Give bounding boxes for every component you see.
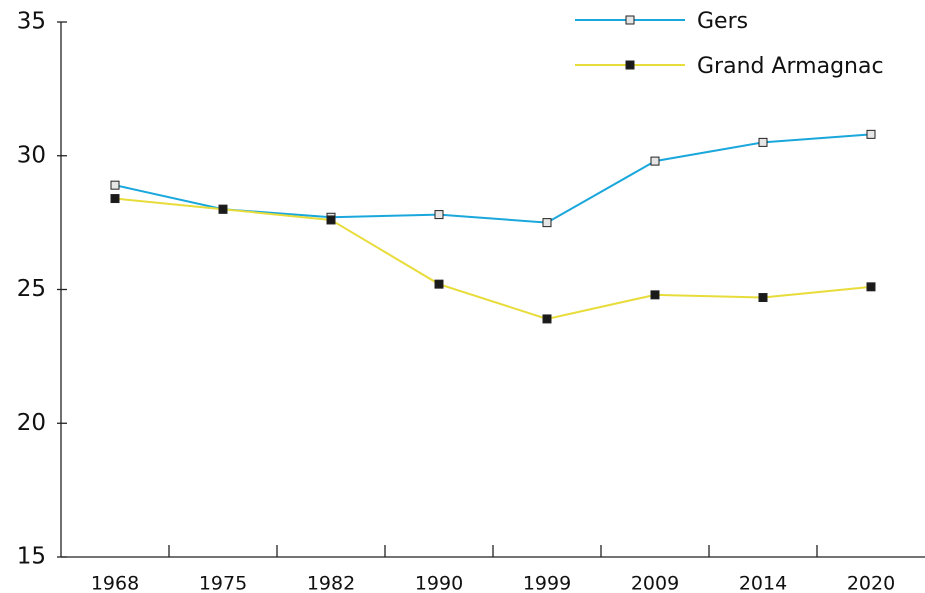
- point-marker: [650, 290, 660, 300]
- legend-label: Gers: [697, 9, 748, 34]
- y-tick-label: 30: [17, 142, 46, 168]
- legend-label: Grand Armagnac: [697, 54, 884, 79]
- legend-marker: [625, 15, 635, 25]
- point-marker: [542, 314, 552, 324]
- y-tick-label: 20: [17, 410, 46, 436]
- point-marker: [866, 282, 876, 292]
- x-tick-label: 1968: [91, 573, 139, 593]
- x-tick-label: 1990: [415, 573, 463, 593]
- x-tick-label: 2014: [739, 573, 787, 593]
- x-tick-label: 1982: [307, 573, 355, 593]
- y-tick-label: 15: [17, 544, 46, 570]
- series-line: [114, 197, 872, 320]
- point-marker: [110, 194, 120, 204]
- point-marker: [326, 215, 336, 225]
- legend-marker: [625, 60, 635, 70]
- point-marker: [758, 137, 768, 147]
- x-tick-label: 1999: [523, 573, 571, 593]
- point-marker: [758, 293, 768, 303]
- point-marker: [434, 279, 444, 289]
- y-tick-label: 35: [17, 9, 46, 35]
- point-marker: [542, 218, 552, 228]
- point-marker: [866, 129, 876, 139]
- point-marker: [218, 204, 228, 214]
- y-tick-label: 25: [17, 276, 46, 302]
- point-marker: [110, 180, 120, 190]
- point-marker: [434, 210, 444, 220]
- x-tick-label: 1975: [199, 573, 247, 593]
- x-tick-label: 2020: [847, 573, 895, 593]
- x-tick-label: 2009: [631, 573, 679, 593]
- point-marker: [650, 156, 660, 166]
